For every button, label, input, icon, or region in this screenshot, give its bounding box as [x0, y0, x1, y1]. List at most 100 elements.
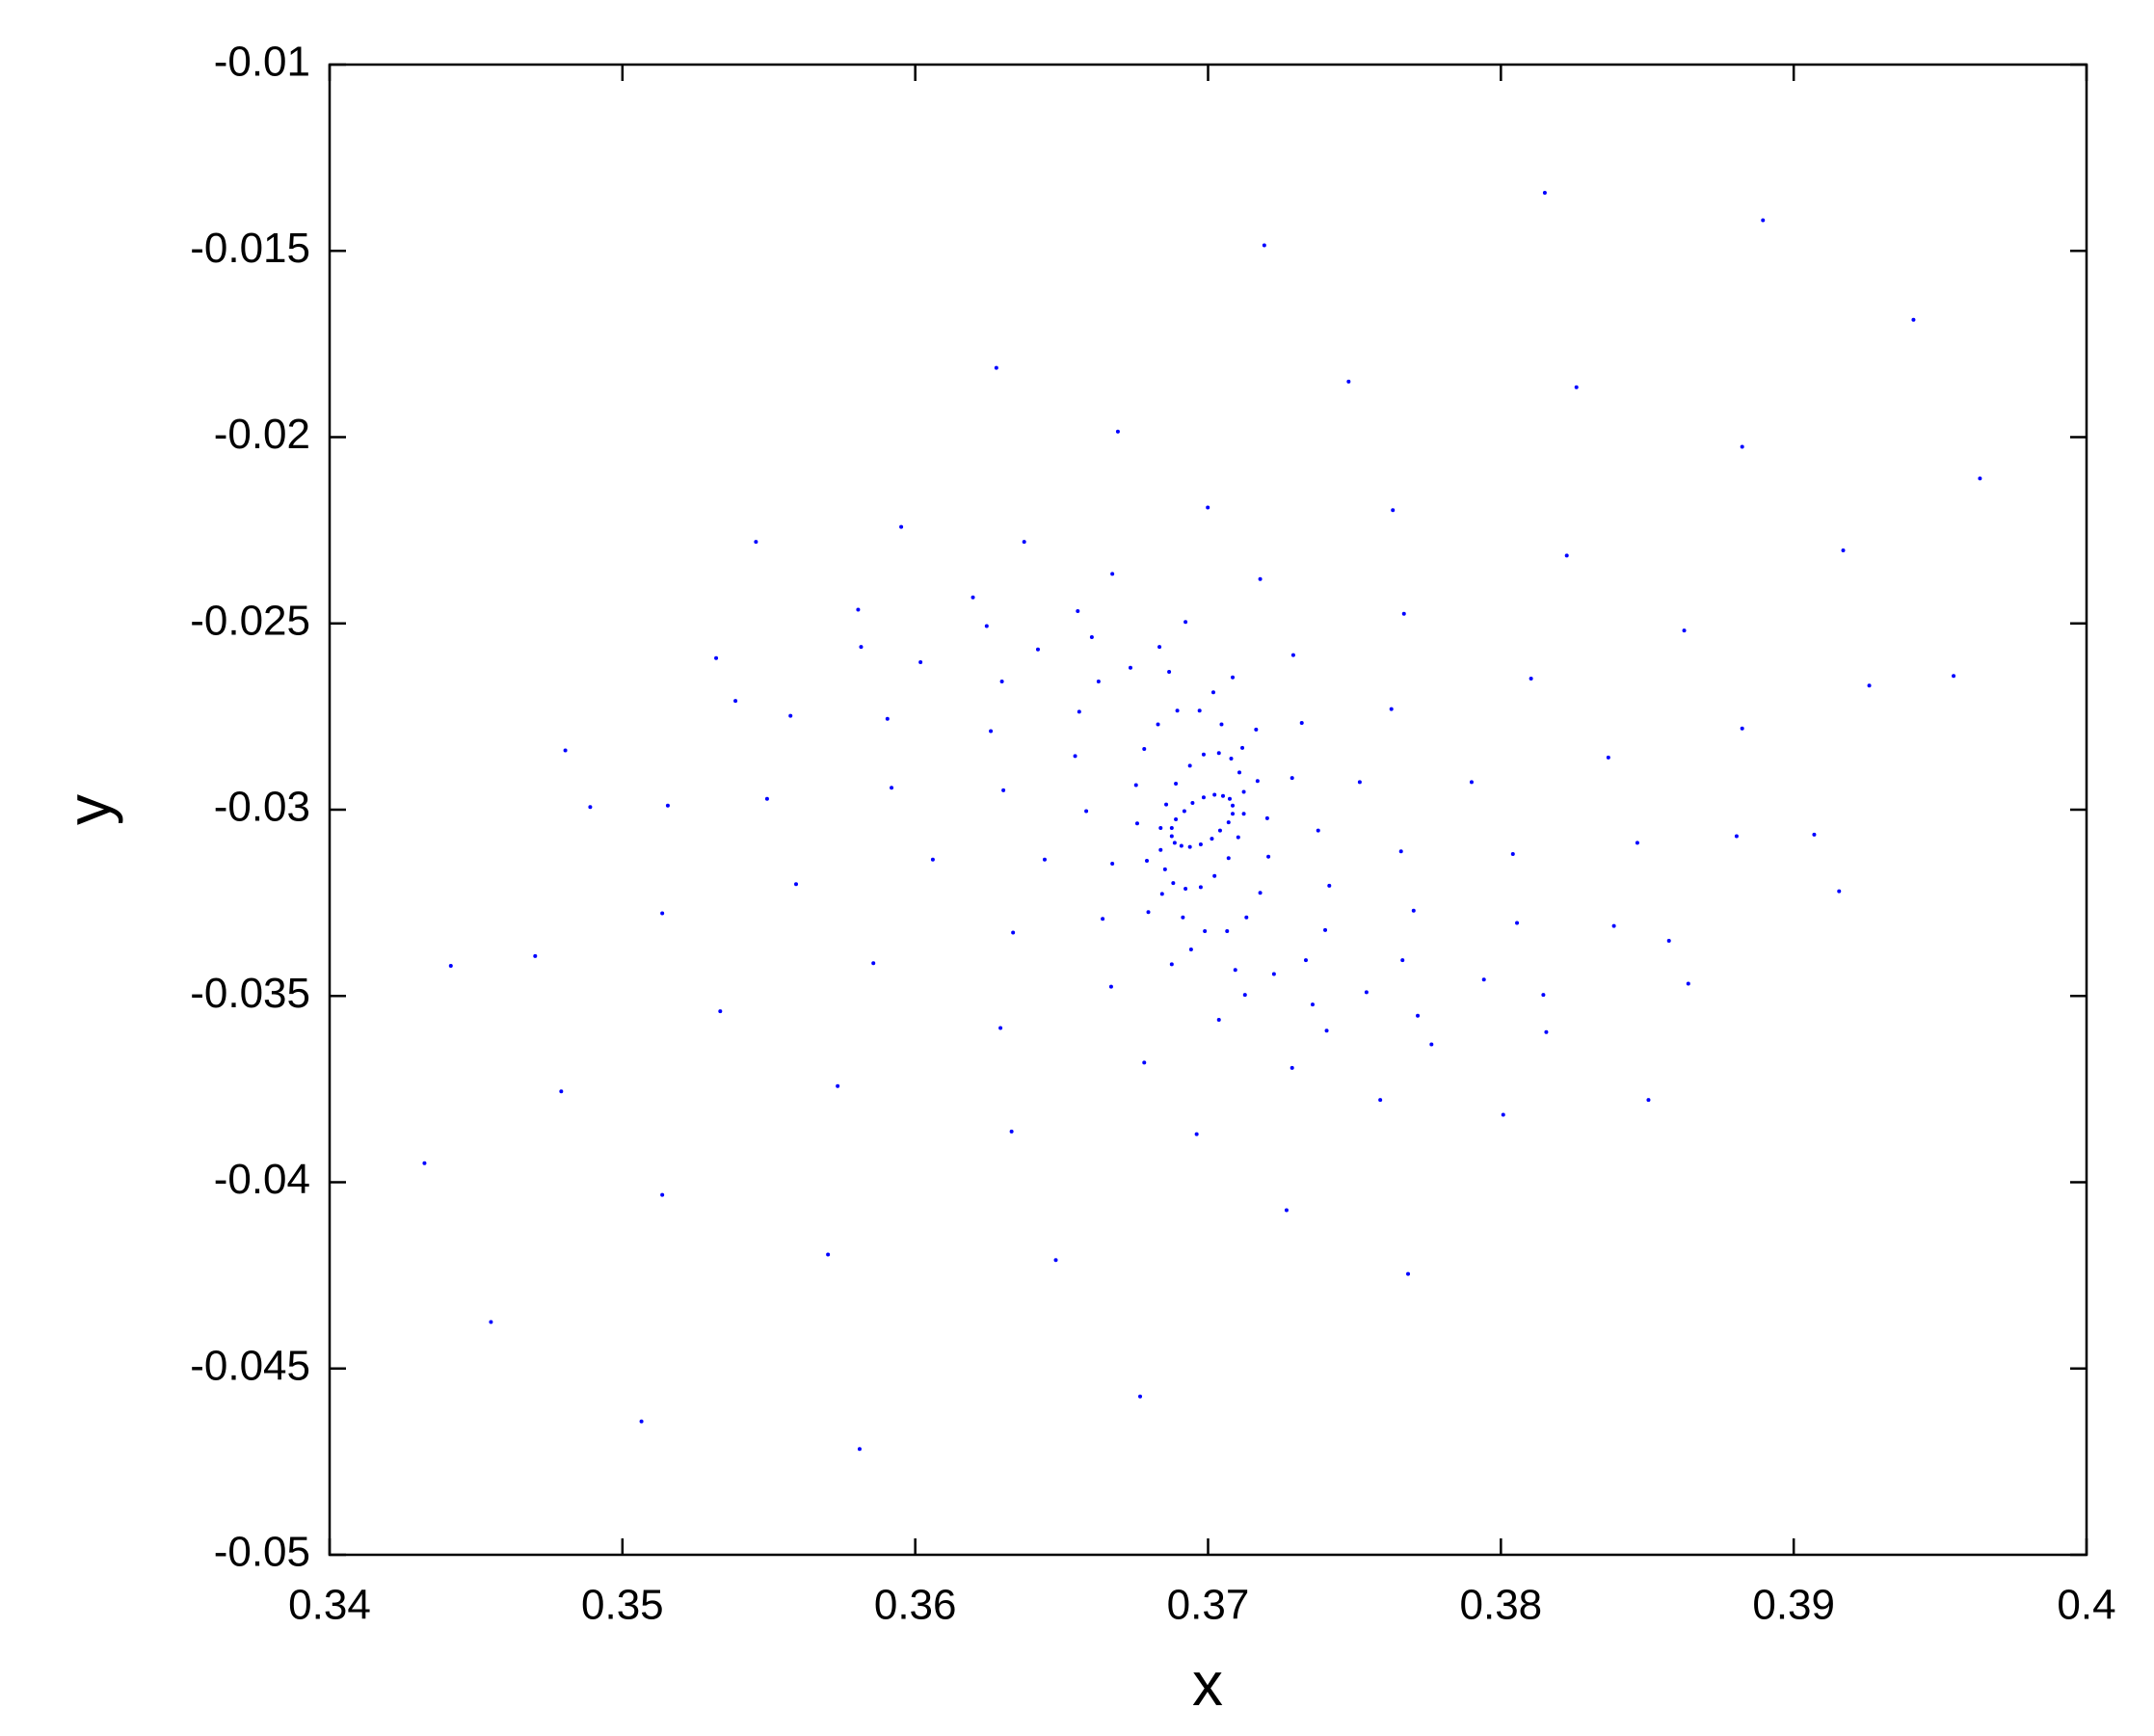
point	[1544, 1029, 1549, 1034]
point	[1171, 881, 1176, 886]
point	[1142, 747, 1147, 752]
point	[1096, 680, 1101, 684]
plot-frame	[328, 63, 2088, 1557]
point	[1501, 1112, 1505, 1117]
point	[930, 857, 935, 862]
point	[836, 1083, 840, 1088]
point	[1053, 1258, 1058, 1263]
point	[1911, 317, 1916, 322]
point	[1266, 854, 1271, 859]
point	[1158, 825, 1163, 830]
x-tick-label: 0.34	[288, 1582, 371, 1629]
point	[1541, 993, 1546, 998]
point	[1217, 828, 1222, 833]
point	[1206, 505, 1210, 510]
point	[1210, 690, 1215, 695]
point	[1529, 676, 1533, 681]
point	[1216, 1017, 1221, 1022]
point	[1198, 841, 1203, 846]
point	[1226, 820, 1231, 825]
y-axis-label: y	[54, 794, 123, 825]
point	[1740, 444, 1744, 449]
point	[660, 1192, 665, 1197]
point	[1009, 1129, 1014, 1134]
point	[1179, 843, 1183, 848]
point	[1264, 815, 1269, 820]
point	[1182, 809, 1186, 814]
point	[1001, 788, 1006, 792]
point	[1635, 841, 1639, 845]
point	[1310, 1002, 1315, 1007]
point	[1429, 1042, 1434, 1047]
point	[871, 961, 876, 966]
point	[754, 540, 758, 545]
point	[1197, 708, 1202, 713]
point	[559, 1089, 564, 1094]
point	[1406, 1271, 1411, 1276]
point	[1401, 611, 1406, 616]
point	[1089, 635, 1094, 640]
point	[1175, 708, 1180, 713]
point	[1564, 553, 1569, 558]
point	[1606, 755, 1610, 760]
point	[1574, 385, 1579, 389]
point	[422, 1161, 427, 1165]
point	[1042, 857, 1047, 862]
point	[1110, 572, 1115, 576]
point	[1233, 968, 1237, 973]
point	[1411, 908, 1416, 913]
point	[1400, 958, 1405, 963]
x-tick-label: 0.4	[2057, 1582, 2115, 1629]
point	[794, 882, 799, 887]
point	[890, 786, 894, 790]
point	[1357, 780, 1362, 785]
point	[1212, 792, 1217, 797]
point	[856, 607, 861, 612]
point	[1201, 795, 1206, 800]
point	[1203, 928, 1208, 933]
point	[1174, 817, 1179, 822]
point	[1073, 754, 1077, 759]
point	[1157, 645, 1162, 650]
point	[1146, 910, 1151, 915]
point	[1156, 722, 1160, 727]
point	[1187, 844, 1192, 849]
point	[1740, 726, 1744, 731]
point	[1216, 751, 1221, 756]
point	[998, 1026, 1003, 1030]
point	[1646, 1098, 1651, 1103]
point	[918, 659, 923, 664]
point	[1611, 923, 1616, 928]
point	[1190, 801, 1195, 806]
point	[1128, 665, 1132, 670]
point	[1138, 1394, 1143, 1399]
point	[1169, 825, 1174, 830]
x-tick-label: 0.39	[1752, 1582, 1835, 1629]
point	[994, 365, 998, 370]
point	[533, 953, 538, 958]
point	[1229, 757, 1234, 761]
point	[1303, 958, 1308, 963]
point	[826, 1252, 831, 1257]
point	[971, 595, 975, 600]
point	[1666, 939, 1671, 944]
point	[1236, 835, 1240, 840]
point	[1133, 783, 1138, 788]
point	[448, 963, 453, 968]
point	[1181, 915, 1185, 920]
point	[1542, 190, 1547, 195]
point	[1841, 548, 1846, 552]
point	[984, 624, 989, 628]
point	[1231, 803, 1236, 808]
point	[665, 803, 670, 808]
point	[1299, 720, 1304, 725]
point	[1378, 1098, 1383, 1103]
x-tick-label: 0.37	[1167, 1582, 1250, 1629]
x-tick-label: 0.36	[874, 1582, 957, 1629]
point	[1159, 892, 1164, 896]
point	[1011, 930, 1016, 935]
point	[1241, 789, 1246, 794]
point	[563, 748, 568, 753]
